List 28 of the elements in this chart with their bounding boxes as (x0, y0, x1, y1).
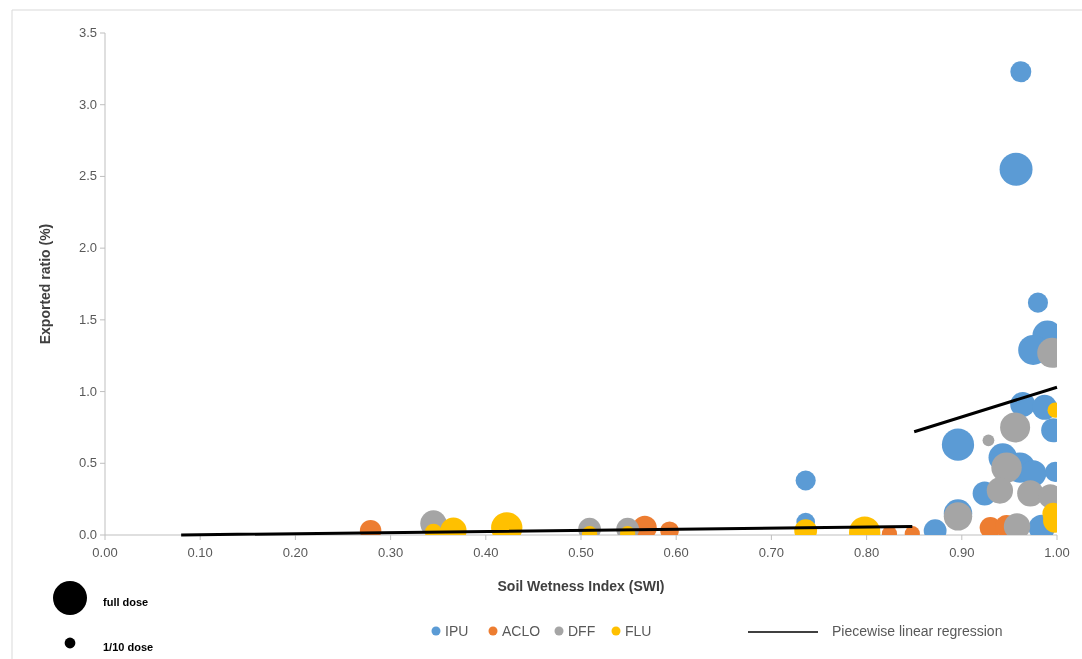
y-tick-label: 1.5 (78, 311, 97, 327)
y-axis-title: Exported ratio (%) (37, 223, 53, 345)
legend-label: full dose (103, 596, 149, 608)
legend-label: FLU (625, 623, 652, 639)
legend-label: IPU (445, 623, 469, 639)
x-tick-label: 0.20 (282, 545, 309, 560)
x-axis-title: Soil Wetness Index (SWI) (497, 578, 665, 594)
y-tick-label: 2.0 (78, 240, 97, 256)
x-tick-label: 0.90 (949, 545, 975, 560)
x-tick-label: 0.50 (568, 545, 594, 560)
legend-label: Piecewise linear regression (832, 623, 1003, 639)
y-tick-label: 0.0 (78, 527, 97, 542)
x-tick-label: 0.80 (853, 545, 880, 560)
y-tick-label: 2.5 (78, 168, 97, 184)
x-tick-label: 0.60 (663, 545, 689, 560)
y-tick-label: 1.0 (78, 383, 97, 399)
y-tick-label: 3.5 (78, 25, 97, 40)
x-tick-label: 0.10 (187, 545, 213, 560)
x-tick-label: 0.40 (473, 545, 499, 560)
y-tick-label: 3.0 (78, 96, 97, 112)
y-tick-label: 0.5 (78, 455, 97, 471)
x-tick-label: 0.30 (377, 545, 404, 560)
x-tick-label: 0.00 (92, 545, 118, 560)
legend-label: 1/10 dose (103, 641, 154, 653)
legend-label: DFF (568, 623, 596, 639)
legend-label: ACLO (502, 623, 541, 639)
x-tick-label: 1.00 (1044, 545, 1070, 560)
x-tick-label: 0.70 (758, 545, 785, 560)
